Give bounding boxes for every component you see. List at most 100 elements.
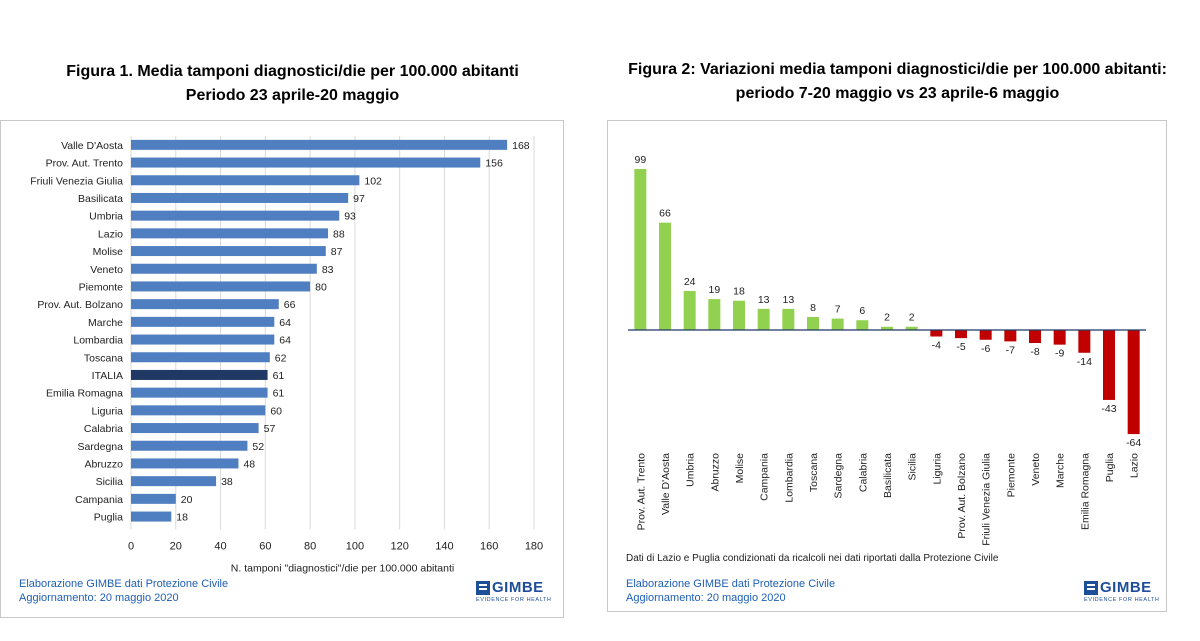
figure1-bar: [131, 440, 248, 451]
figure1-category-label: Lombardia: [73, 335, 123, 347]
figure1-bar: [131, 423, 259, 434]
figure2-value-label: 99: [634, 154, 646, 166]
figure1-value-label: 61: [273, 388, 285, 400]
figure2-value-label: 66: [659, 208, 671, 220]
figure1-category-label: Molise: [93, 246, 124, 258]
figure2-value-label: 13: [782, 294, 794, 306]
figure2-value-label: -9: [1055, 348, 1064, 360]
figure1-bar: [131, 458, 239, 469]
figure1-bar: [131, 493, 176, 504]
figure2-value-label: 2: [884, 312, 890, 324]
figure2-category-label: Basilicata: [882, 453, 894, 498]
figure1-category-label: Toscana: [84, 352, 123, 364]
figure1-category-label: ITALIA: [92, 370, 123, 382]
figure2-value-label: 13: [758, 294, 770, 306]
figure1-value-label: 88: [333, 228, 345, 240]
figure1-x-tick-label: 180: [525, 540, 543, 552]
figure2-title: Figura 2: Variazioni media tamponi diagn…: [595, 58, 1200, 106]
figure2-bar: [1103, 330, 1115, 400]
figure2-value-label: -4: [932, 340, 941, 352]
figure1-value-label: 52: [252, 441, 264, 453]
figure1-value-label: 66: [284, 299, 296, 311]
figure1-x-tick-label: 40: [214, 540, 226, 552]
figure2-value-label: -6: [981, 343, 990, 355]
figure2-category-label: Veneto: [1030, 453, 1042, 486]
figure1-x-tick-label: 20: [170, 540, 182, 552]
figure2-bar: [807, 316, 819, 330]
figure1-category-label: Prov. Aut. Bolzano: [37, 299, 123, 311]
figure1-x-tick-label: 140: [435, 540, 453, 552]
figure2-title-line2: periodo 7-20 maggio vs 23 aprile-6 maggi…: [735, 85, 1060, 102]
figure2-bar: [733, 300, 745, 330]
figure2-footer-line1: Elaborazione GIMBE dati Protezione Civil…: [626, 578, 836, 590]
figure2-category-label: Liguria: [931, 453, 943, 485]
figure2-bar: [659, 222, 671, 330]
figure1-panel: 0 20 40 60 80 100 120 140 160 180 Valle D'Aosta 168…: [0, 120, 564, 618]
figure1-category-label: Abruzzo: [84, 458, 123, 470]
figure2-category-label: Prov. Aut. Bolzano: [956, 453, 968, 539]
figure1-footer-line2: Aggiornamento: 20 maggio 2020: [19, 592, 179, 604]
figure1-value-label: 60: [270, 405, 282, 417]
figure1-value-label: 156: [485, 158, 503, 170]
figure1-value-label: 18: [176, 512, 188, 524]
figure2-bar: [831, 318, 844, 330]
figure2-bar: [634, 169, 647, 330]
gimbe-mark-icon: [1084, 580, 1098, 595]
figure2-bar: [905, 326, 918, 330]
figure1-bar: [131, 299, 279, 310]
figure1-bar: [131, 352, 270, 363]
figure1-category-label: Liguria: [91, 405, 123, 417]
figure2-value-label: -8: [1030, 346, 1039, 358]
figure1-value-label: 64: [279, 317, 291, 329]
figure2-bar: [708, 299, 721, 330]
figure1-value-label: 93: [344, 211, 356, 223]
figure1-x-tick-label: 120: [390, 540, 408, 552]
figure2-value-label: 8: [810, 302, 816, 314]
figure2-bar: [1053, 330, 1066, 345]
figure1-x-axis-title: N. tamponi "diagnostici"/die per 100.000…: [231, 562, 454, 574]
figure1-category-label: Marche: [88, 317, 123, 329]
figure1-category-label: Emilia Romagna: [46, 388, 123, 400]
figure1-x-tick-label: 100: [346, 540, 364, 552]
figure2-gimbe-logo: GIMBE EVIDENCE FOR HEALTH: [1084, 579, 1159, 603]
figure1-value-label: 20: [181, 494, 193, 506]
figure2-category-label: Piemonte: [1005, 453, 1017, 498]
figure1-bar: [131, 281, 311, 292]
figure2-category-label: Puglia: [1104, 453, 1116, 482]
figure2-category-label: Toscana: [808, 453, 820, 492]
figure2-value-label: -43: [1101, 403, 1116, 415]
figure2-panel: 99 Prov. Aut. Trento 66 Valle D'Aosta 24 Umbr…: [607, 120, 1167, 612]
figure2-value-label: -14: [1077, 356, 1092, 368]
figure1-value-label: 61: [273, 370, 285, 382]
figure2-value-label: 6: [859, 305, 865, 317]
figure2-category-label: Lazio: [1129, 453, 1141, 478]
figure1-bar: [131, 210, 340, 221]
figure1-value-label: 87: [331, 246, 343, 258]
figure1-value-label: 168: [512, 140, 530, 152]
figure1-bar: [131, 387, 268, 398]
figure2-category-label: Sicilia: [907, 453, 919, 481]
figure1-bar: [131, 175, 360, 186]
figure2-category-label: Abruzzo: [709, 453, 721, 492]
figure1-category-label: Friuli Venezia Giulia: [30, 175, 123, 187]
figure1-bar: [131, 192, 349, 203]
figure2-category-label: Emilia Romagna: [1079, 453, 1091, 530]
figure1-bar: [131, 369, 268, 380]
figure1-logo-text: GIMBE: [492, 579, 544, 596]
figure1-bar: [131, 476, 217, 487]
figure2-bar: [683, 290, 696, 330]
figure1-value-label: 102: [364, 175, 382, 187]
figure2-category-label: Calabria: [857, 453, 869, 492]
figure2-category-label: Lombardia: [783, 453, 795, 503]
figure2-bar: [1004, 330, 1017, 342]
gimbe-mark-icon: [476, 580, 490, 595]
figure1-title-line2: Periodo 23 aprile-20 maggio: [185, 87, 400, 104]
figure1-category-label: Sicilia: [96, 476, 124, 488]
figure2-bar: [757, 308, 770, 330]
figure2-value-label: 2: [909, 312, 915, 324]
figure2-value-label: -5: [956, 341, 965, 353]
figure1-category-label: Puglia: [94, 512, 123, 524]
figure1-category-label: Lazio: [98, 228, 123, 240]
figure1-footer: Elaborazione GIMBE dati Protezione Civil…: [19, 577, 228, 605]
figure1-bar: [131, 139, 508, 150]
